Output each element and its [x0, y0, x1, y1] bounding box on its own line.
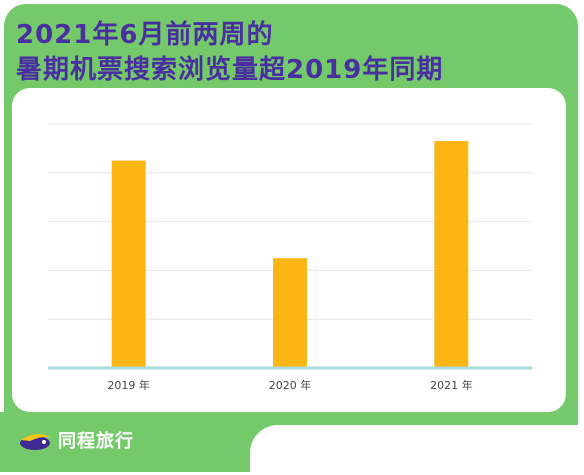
bar-chart: 2019 年 2020 年 2021 年: [48, 123, 532, 392]
x-tick-label: 2019 年: [107, 378, 150, 392]
chart-title: 2021年6月前两周的 暑期机票搜索浏览量超2019年同期: [16, 18, 443, 88]
x-tick-label: 2020 年: [269, 378, 312, 392]
footer-corner: [250, 425, 580, 475]
bar-2: [273, 258, 307, 368]
x-tick-label: 2021 年: [430, 378, 473, 392]
brand-name: 同程旅行: [58, 431, 134, 452]
chart-title-line-2: 暑期机票搜索浏览量超2019年同期: [16, 55, 444, 85]
chart-title-line-1: 2021年6月前两周的: [16, 20, 274, 50]
tongcheng-logo-icon: [20, 434, 51, 450]
brand-logo: 同程旅行: [18, 428, 134, 452]
bar-3: [434, 141, 469, 368]
bar-1: [111, 160, 146, 368]
